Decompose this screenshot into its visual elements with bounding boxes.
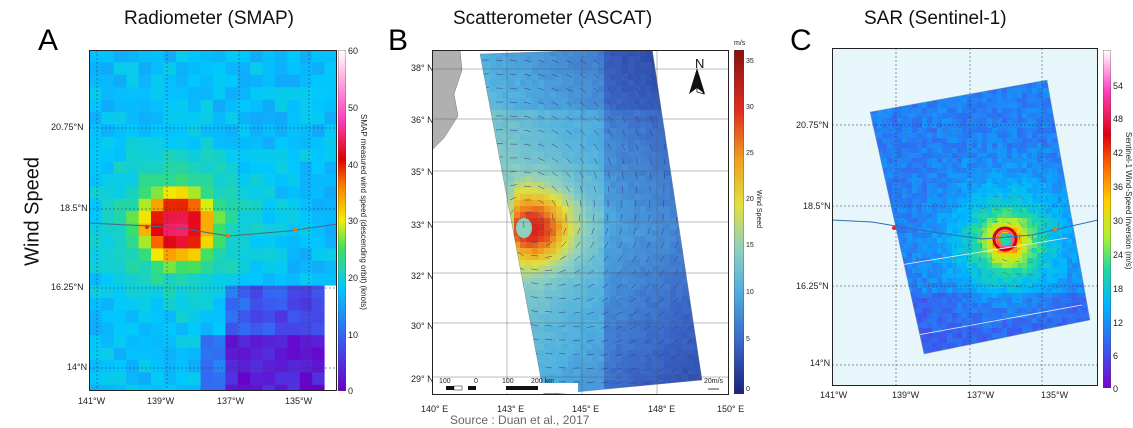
panel-b-colorbar-units: m/s	[734, 40, 746, 47]
panel-b-source: Source : Duan et al., 2017	[450, 413, 590, 427]
panel-b-scalebar-label: 200 km	[531, 378, 554, 385]
panel-b-ytick: 29° N	[411, 374, 434, 384]
row-label-wind-speed: Wind Speed	[21, 157, 44, 266]
panel-a-cbtick: 50	[348, 103, 359, 113]
panel-b-ytick: 30° N	[411, 321, 434, 331]
panel-b-ytick: 33° N	[411, 220, 434, 230]
panel-a-xtick: 141°W	[78, 396, 106, 406]
panel-a-cbtick: 60	[348, 46, 359, 56]
panel-b-map	[432, 50, 729, 395]
panel-a-letter: A	[38, 24, 59, 57]
panel-c-xtick: 139°W	[892, 390, 920, 400]
panel-b-scalebar-label: 0	[474, 378, 478, 385]
panel-b-xtick: 148° E	[648, 404, 676, 414]
panel-b-arrow-ref-label: 20m/s	[704, 378, 724, 385]
panel-a-xtick: 135°W	[285, 396, 313, 406]
panel-a-cbtick: 0	[348, 386, 354, 396]
panel-b-ytick: 35° N	[411, 167, 434, 177]
panel-a-map	[89, 50, 337, 391]
panel-c-xtick: 141°W	[820, 390, 848, 400]
panel-b-cbtick: 30	[746, 104, 754, 111]
panel-a-colorbar	[338, 50, 346, 391]
panel-b-cbtick: 35	[746, 58, 754, 65]
panel-b-cbtick: 5	[746, 336, 750, 343]
panel-c-cbtick: 42	[1113, 148, 1124, 158]
panel-b-cbtick: 25	[746, 150, 754, 157]
panel-a-colorbar-label: SMAP measured wind speed (descending orb…	[359, 114, 368, 310]
panel-a-title: Radiometer (SMAP)	[124, 8, 294, 29]
panel-c-xtick: 135°W	[1041, 390, 1069, 400]
panel-b-cbtick: 10	[746, 289, 754, 296]
panel-c-cbtick: 48	[1113, 114, 1124, 124]
panel-a-ytick: 14°N	[67, 362, 88, 372]
panel-c-ytick: 20.75°N	[796, 120, 829, 130]
panel-a-ytick: 18.5°N	[60, 203, 88, 213]
panel-b-xtick: 150° E	[717, 404, 745, 414]
panel-b-colorbar	[734, 50, 744, 394]
panel-b-ytick: 38° N	[411, 63, 434, 73]
panel-b-xtick: 140° E	[421, 404, 449, 414]
panel-c-colorbar	[1103, 50, 1111, 388]
panel-c-title: SAR (Sentinel-1)	[864, 8, 1007, 29]
panel-c-cbtick: 12	[1113, 318, 1124, 328]
panel-b-ytick: 36° N	[411, 115, 434, 125]
panel-b-title: Scatterometer (ASCAT)	[453, 8, 653, 29]
panel-c-cbtick: 30	[1113, 216, 1124, 226]
panel-c-ytick: 16.25°N	[796, 281, 829, 291]
panel-c-cbtick: 0	[1113, 384, 1119, 394]
panel-b-north-label: N	[695, 56, 705, 71]
panel-c-cbtick: 18	[1113, 284, 1124, 294]
panel-a-cbtick: 30	[348, 216, 359, 226]
panel-a-ytick: 16.25°N	[51, 282, 84, 292]
panel-b-scalebar-label: 100	[439, 378, 451, 385]
panel-c-map	[832, 48, 1098, 386]
panel-a-cbtick: 10	[348, 330, 359, 340]
panel-b-cbtick: 0	[746, 386, 750, 393]
panel-b-xtick: 143° E	[497, 404, 525, 414]
panel-c-ytick: 14°N	[810, 358, 831, 368]
panel-c-xtick: 137°W	[967, 390, 995, 400]
panel-a-xtick: 137°W	[217, 396, 245, 406]
panel-c-cbtick: 36	[1113, 182, 1124, 192]
panel-c-colorbar-label: Sentinel-1 Wind-Speed Inversion (m/s)	[1124, 132, 1133, 270]
panel-b-scalebar-label: 100	[502, 378, 514, 385]
panel-c-letter: C	[790, 24, 812, 57]
panel-c-cbtick: 54	[1113, 81, 1124, 91]
panel-c-cbtick: 24	[1113, 250, 1124, 260]
panel-b-xtick: 145° E	[572, 404, 600, 414]
panel-a-cbtick: 20	[348, 273, 359, 283]
panel-a-xtick: 139°W	[147, 396, 175, 406]
panel-a-cbtick: 40	[348, 160, 359, 170]
panel-b-cbtick: 20	[746, 196, 754, 203]
panel-b-colorbar-label: Wind Speed	[755, 190, 762, 229]
panel-c-ytick: 18.5°N	[803, 201, 831, 211]
panel-b-ytick: 32° N	[411, 271, 434, 281]
panel-a-ytick: 20.75°N	[51, 122, 84, 132]
panel-b-cbtick: 15	[746, 242, 754, 249]
panel-c-cbtick: 6	[1113, 351, 1119, 361]
panel-b-letter: B	[388, 24, 409, 57]
